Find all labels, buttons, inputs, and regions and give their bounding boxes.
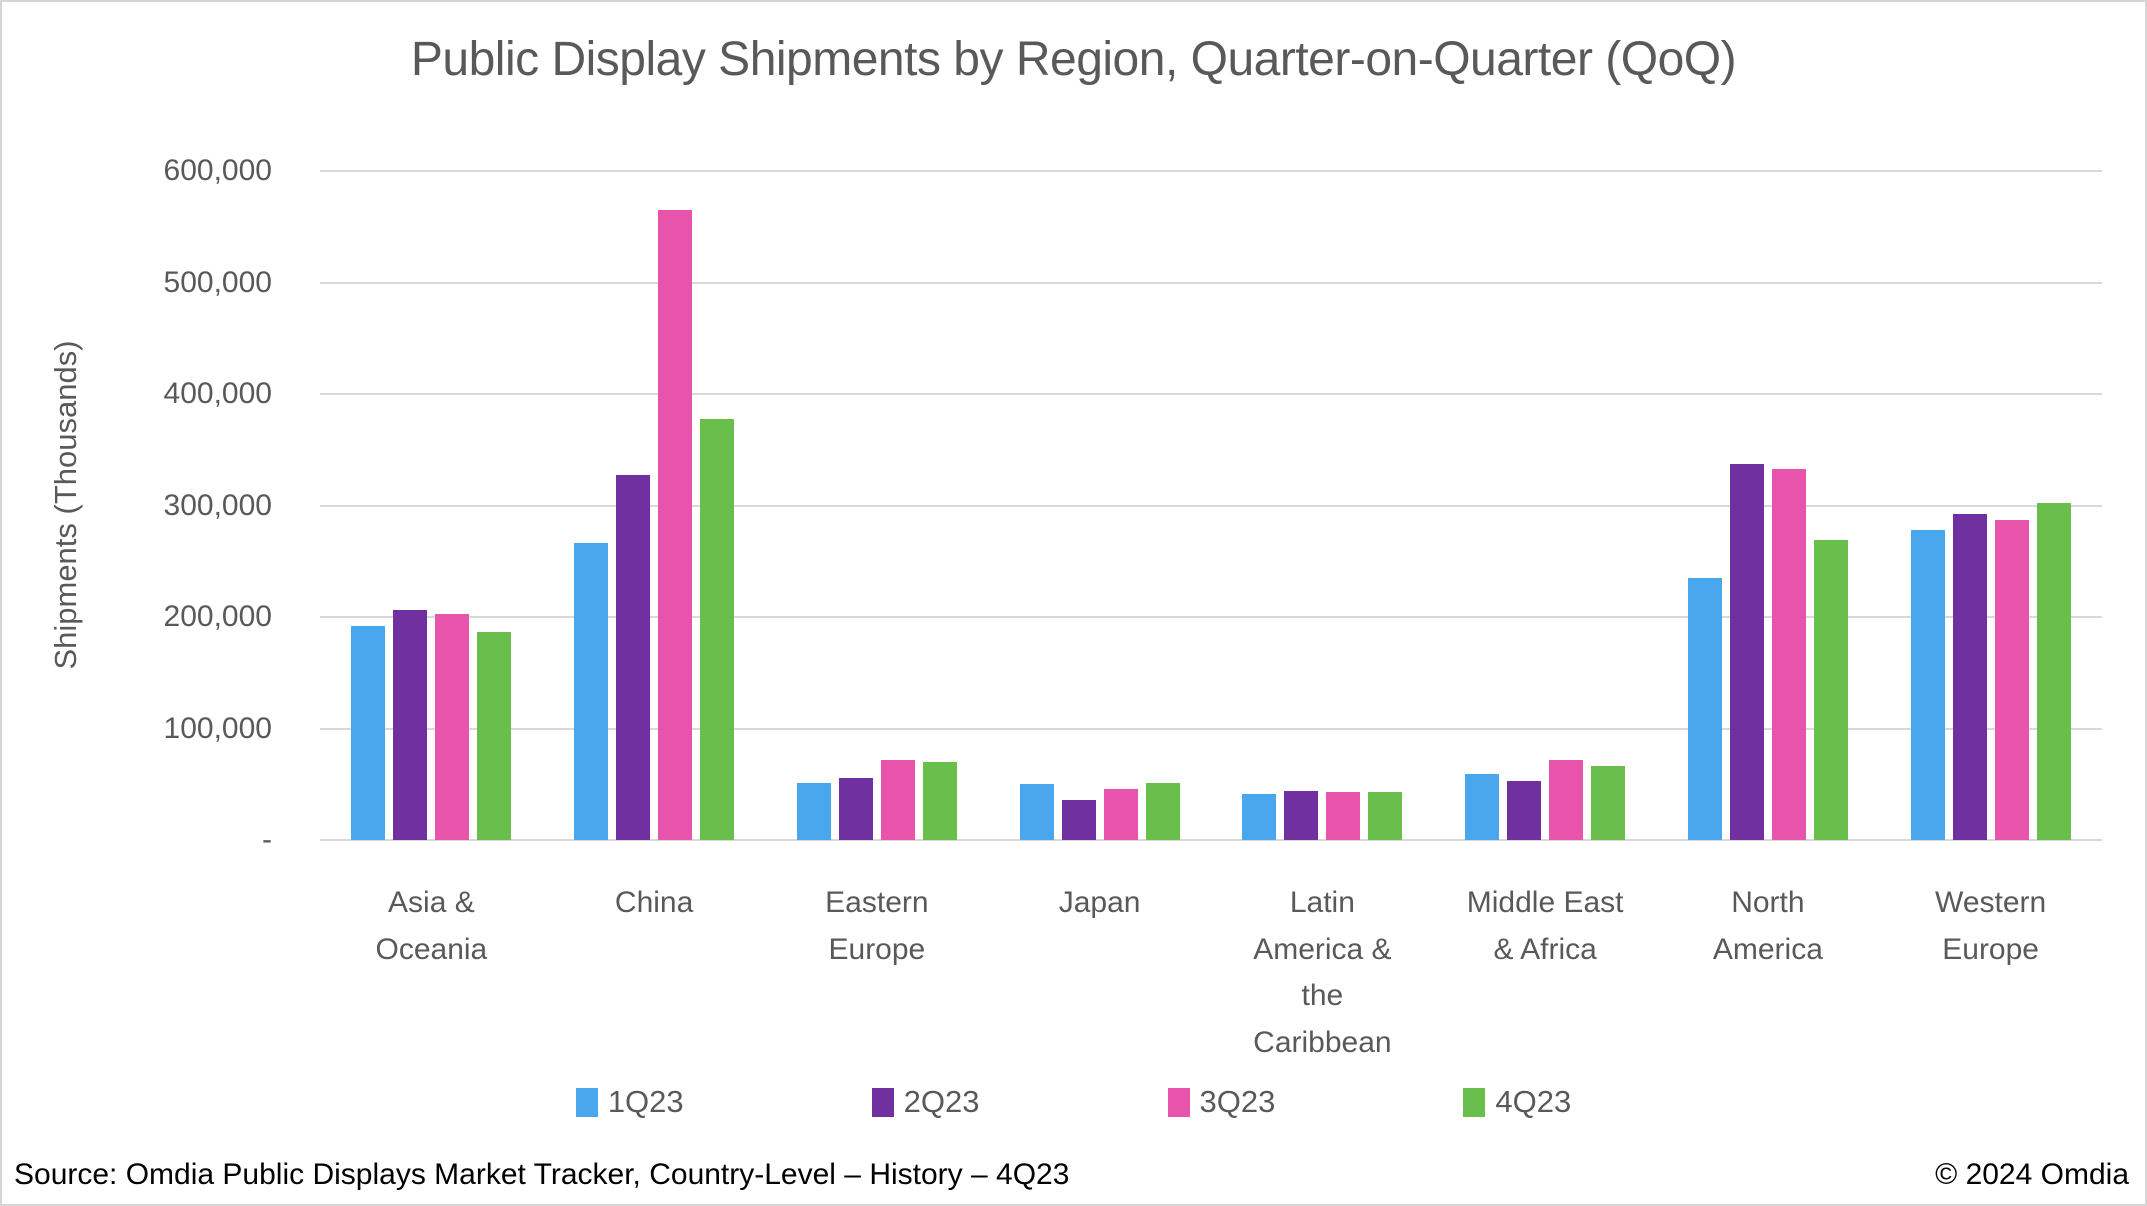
bar-groups xyxy=(320,171,2102,840)
bar-1q23-category-2 xyxy=(574,543,609,840)
bar-1q23-category-1 xyxy=(351,625,386,840)
bar-3q23-category-1 xyxy=(435,613,470,840)
y-tick-label: 100,000 xyxy=(163,711,272,745)
y-tick-label: 300,000 xyxy=(163,488,272,522)
bar-2q23-category-4 xyxy=(1061,799,1096,840)
gridline xyxy=(320,504,2102,507)
y-tick-label: 600,000 xyxy=(163,154,272,187)
bar-3q23-category-6 xyxy=(1549,759,1584,840)
legend-swatch-icon xyxy=(1167,1087,1190,1117)
bar-3q23-category-4 xyxy=(1103,788,1138,840)
copyright-note: © 2024 Omdia xyxy=(1935,1158,2129,1191)
x-category-label: North America xyxy=(1712,886,1823,966)
x-category-label: Asia & Oceania xyxy=(375,886,488,966)
legend-swatch-icon xyxy=(1463,1087,1486,1117)
bar-group-4 xyxy=(988,171,1211,840)
legend-swatch-icon xyxy=(871,1087,894,1117)
x-category-label: China xyxy=(614,886,694,919)
bar-2q23-category-6 xyxy=(1507,780,1542,840)
legend-label: 2Q23 xyxy=(903,1084,980,1119)
bar-4q23-category-3 xyxy=(922,761,957,840)
bar-4q23-category-2 xyxy=(700,418,735,840)
legend: 1Q23 2Q23 3Q23 4Q23 xyxy=(2,1084,2145,1120)
legend-item-2q23: 2Q23 xyxy=(871,1084,980,1120)
gridline xyxy=(320,616,2102,618)
bar-3q23-category-2 xyxy=(658,210,693,840)
x-category-label: Japan xyxy=(1058,886,1141,919)
bar-4q23-category-5 xyxy=(1368,792,1403,840)
bar-3q23-category-8 xyxy=(1994,520,2029,840)
y-tick-label: 400,000 xyxy=(163,377,272,410)
bar-2q23-category-2 xyxy=(616,475,651,840)
legend-item-4q23: 4Q23 xyxy=(1463,1084,1571,1120)
bar-group-6 xyxy=(1434,171,1657,840)
bar-group-5 xyxy=(1211,171,1434,840)
y-tick-label: - xyxy=(262,823,272,856)
plot-area xyxy=(320,170,2102,841)
bar-2q23-category-8 xyxy=(1952,514,1987,840)
legend-item-1q23: 1Q23 xyxy=(575,1084,684,1120)
y-tick-label: 500,000 xyxy=(163,265,272,299)
bar-group-3 xyxy=(766,171,989,840)
bar-group-8 xyxy=(1879,171,2102,840)
gridline xyxy=(320,727,2102,730)
x-category-label: Eastern Europe xyxy=(825,886,929,966)
x-axis-line xyxy=(320,839,2102,841)
bar-1q23-category-5 xyxy=(1242,794,1277,840)
y-axis-title: Shipments (Thousands) xyxy=(48,340,83,670)
x-category-label: Western Europe xyxy=(1935,886,2047,966)
bar-2q23-category-7 xyxy=(1729,464,1764,840)
x-category-label: Middle East & Africa xyxy=(1466,886,1624,966)
gridline xyxy=(320,393,2102,395)
bar-1q23-category-6 xyxy=(1465,774,1500,840)
bar-4q23-category-6 xyxy=(1591,766,1626,840)
legend-swatch-icon xyxy=(575,1087,598,1117)
legend-item-3q23: 3Q23 xyxy=(1167,1084,1276,1120)
bar-group-1 xyxy=(320,171,543,840)
source-note: Source: Omdia Public Displays Market Tra… xyxy=(14,1158,1070,1191)
bar-3q23-category-5 xyxy=(1326,792,1361,840)
legend-label: 3Q23 xyxy=(1199,1084,1276,1119)
bar-4q23-category-4 xyxy=(1145,783,1180,840)
bar-4q23-category-1 xyxy=(477,631,512,840)
x-category-label: Latin America & the Caribbean xyxy=(1253,886,1392,1059)
bar-group-7 xyxy=(1657,171,1880,840)
bar-4q23-category-8 xyxy=(2036,503,2071,840)
legend-label: 1Q23 xyxy=(607,1084,684,1119)
bar-1q23-category-4 xyxy=(1019,784,1054,840)
bar-4q23-category-7 xyxy=(1813,540,1848,840)
bar-group-2 xyxy=(543,171,766,840)
bar-3q23-category-7 xyxy=(1771,468,1806,840)
bar-2q23-category-3 xyxy=(838,777,873,840)
bar-1q23-category-7 xyxy=(1687,577,1722,840)
bar-2q23-category-1 xyxy=(393,610,428,840)
legend-label: 4Q23 xyxy=(1495,1084,1572,1119)
bar-2q23-category-5 xyxy=(1284,790,1319,840)
gridline xyxy=(320,281,2102,284)
bar-1q23-category-8 xyxy=(1910,530,1945,840)
gridline xyxy=(320,170,2102,172)
y-tick-label: 200,000 xyxy=(163,600,272,633)
chart-title: Public Display Shipments by Region, Quar… xyxy=(410,33,1737,86)
bar-3q23-category-3 xyxy=(880,759,915,840)
bar-1q23-category-3 xyxy=(796,783,831,840)
